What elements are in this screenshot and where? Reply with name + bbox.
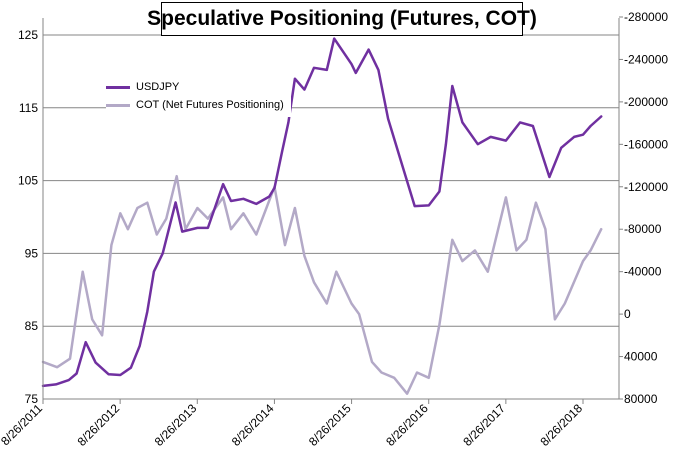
left-tick-label: 105 bbox=[18, 174, 38, 188]
right-tick-label: 0 bbox=[624, 307, 631, 321]
left-axis-ticks: 75 85 95 105 115 125 bbox=[18, 28, 38, 406]
right-tick-label: -160000 bbox=[624, 137, 668, 151]
series-layer bbox=[41, 37, 603, 395]
x-tick-label: 8/26/2017 bbox=[460, 401, 508, 449]
left-tick-label: 95 bbox=[25, 246, 39, 260]
legend-label-usdjpy: USDJPY bbox=[136, 81, 180, 93]
x-tick-label: 8/26/2013 bbox=[152, 401, 200, 449]
right-tick-label: 80000 bbox=[624, 392, 658, 406]
legend-label-cot: COT (Net Futures Positioning) bbox=[136, 99, 284, 111]
right-tick-label: -40000 bbox=[624, 265, 662, 279]
x-tick-label: 8/26/2016 bbox=[383, 401, 431, 449]
left-tick-label: 75 bbox=[25, 392, 39, 406]
x-tick-label: 8/26/2011 bbox=[0, 401, 45, 448]
x-tick-label: 8/26/2018 bbox=[537, 401, 585, 449]
right-tick-label: -80000 bbox=[624, 222, 662, 236]
chart-title: Speculative Positioning (Futures, COT) bbox=[147, 2, 537, 36]
x-tick-label: 8/26/2015 bbox=[306, 401, 354, 449]
series-line-usdjpy bbox=[41, 37, 603, 388]
right-axis-ticks: 80000 40000 0 -40000 -80000 -120000 -160000 -20… bbox=[619, 10, 668, 406]
legend: USDJPY COT (Net Futures Positioning) bbox=[106, 75, 291, 117]
legend-swatch-cot bbox=[106, 103, 130, 107]
legend-swatch-usdjpy bbox=[106, 85, 130, 89]
right-tick-label: -200000 bbox=[624, 95, 668, 109]
right-tick-label: -120000 bbox=[624, 180, 668, 194]
right-tick-label: 40000 bbox=[624, 350, 658, 364]
left-tick-label: 125 bbox=[18, 28, 38, 42]
x-tick-label: 8/26/2012 bbox=[75, 401, 123, 449]
right-tick-label: -280000 bbox=[624, 10, 668, 24]
x-tick-label: 8/26/2014 bbox=[229, 401, 277, 449]
left-tick-label: 85 bbox=[25, 319, 39, 333]
left-tick-label: 115 bbox=[19, 101, 38, 115]
legend-item-usdjpy: USDJPY bbox=[106, 77, 179, 97]
x-axis-ticks: 8/26/2011 8/26/2012 8/26/2013 8/26/2014 8/26… bbox=[0, 399, 585, 449]
axes bbox=[42, 18, 620, 400]
legend-item-cot: COT (Net Futures Positioning) bbox=[106, 95, 284, 115]
series-line-cot bbox=[41, 174, 603, 395]
right-tick-label: -240000 bbox=[624, 52, 668, 66]
